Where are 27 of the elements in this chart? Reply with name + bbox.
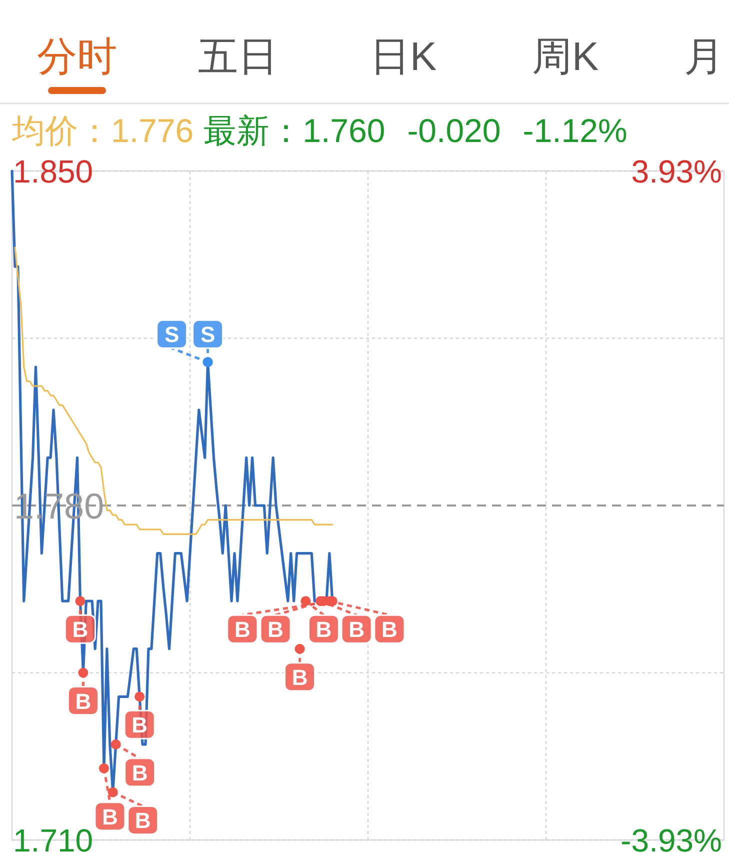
value-label: B [102, 804, 118, 830]
value-label: B [132, 760, 148, 786]
tab-label: 五日 [198, 35, 278, 79]
value-label: B [234, 617, 250, 642]
y-tick-label: 1.710 [13, 822, 94, 858]
quote-text: 最新：1.760 [204, 112, 386, 149]
tab-label: 月 [684, 35, 724, 79]
quote-text: -1.12% [522, 112, 628, 149]
y2-tick-label: 3.93% [631, 154, 722, 190]
value-label: S [200, 322, 216, 348]
tab-label: 分时 [37, 35, 117, 79]
value-label: S [164, 322, 180, 348]
value-label: B [75, 688, 92, 714]
value-label: B [72, 617, 88, 642]
quote-text: -0.020 [407, 112, 501, 149]
value-label: B [132, 712, 148, 738]
value-label: B [292, 664, 308, 690]
y-tick-label: 1.850 [13, 154, 94, 190]
value-label: B [316, 617, 332, 642]
value-label: B [382, 617, 398, 642]
value-label: B [348, 617, 364, 642]
tab-label: 周K [532, 35, 599, 79]
quote-text: 均价：1.776 [12, 112, 194, 149]
value-label: B [134, 808, 151, 834]
y2-tick-label: -3.93% [620, 822, 722, 858]
value-label: B [268, 617, 284, 642]
tab-label: 日K [370, 35, 437, 79]
